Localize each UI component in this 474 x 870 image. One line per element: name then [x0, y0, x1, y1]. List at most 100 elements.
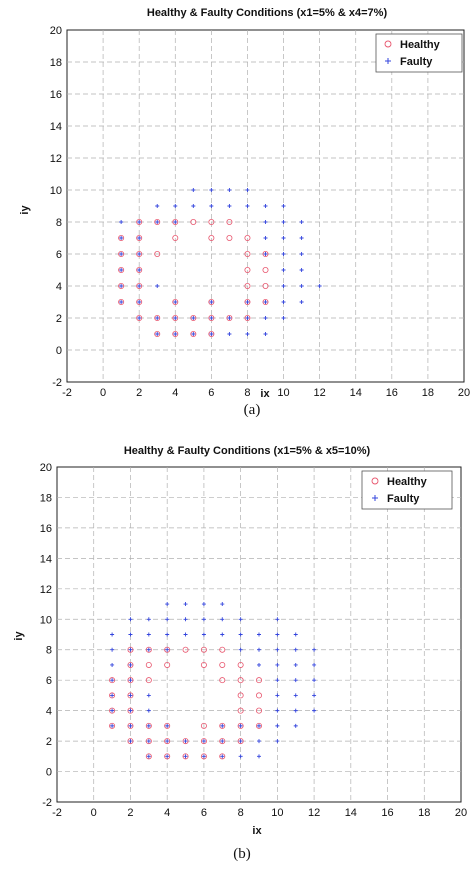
chart-a-faulty-point — [191, 204, 196, 208]
chart-b-faulty-point — [183, 632, 188, 637]
chart-a-faulty-point — [245, 204, 250, 208]
chart-a-healthy-point — [226, 314, 233, 321]
chart-b-faulty-point — [257, 662, 261, 667]
chart-a-y-tick-label: -2 — [52, 377, 62, 389]
chart-a-faulty-point — [227, 188, 232, 192]
chart-a-faulty-point — [263, 204, 268, 208]
chart-b-y-tick-label: 8 — [46, 645, 52, 657]
chart-a-healthy-point — [244, 234, 251, 241]
panel-b: Healthy & Faulty Conditions (x1=5% & x5=… — [13, 445, 467, 862]
chart-b-faulty-point — [275, 647, 280, 652]
chart-b-healthy-point — [219, 722, 226, 729]
chart-a-y-tick-label: 6 — [56, 249, 62, 261]
chart-a-healthy-point — [262, 266, 269, 273]
chart-b-legend-healthy-label: Healthy — [387, 476, 428, 488]
chart-a-faulty-point — [299, 300, 304, 304]
chart-b-x-tick-label: 18 — [418, 807, 430, 819]
chart-b-healthy-point — [182, 753, 189, 760]
chart-a-legend: Healthy Faulty — [375, 33, 463, 73]
chart-b-faulty-point — [146, 693, 151, 698]
chart-b-x-tick-label: 20 — [455, 807, 467, 819]
chart-a-faulty-point — [263, 316, 268, 320]
chart-b-faulty-point — [257, 739, 261, 744]
chart-a-faulty-point — [281, 236, 286, 240]
chart-b-faulty-point — [238, 723, 243, 728]
chart-b-healthy-point — [237, 707, 244, 714]
chart-a-healthy-point — [244, 298, 251, 305]
chart-a-healthy-point — [172, 218, 179, 225]
chart-b-x-axis-label: ix — [252, 825, 262, 837]
chart-a-y-tick-label: 20 — [50, 25, 62, 37]
chart-b-faulty-point — [146, 617, 151, 622]
chart-b-healthy-point — [109, 722, 116, 729]
chart-b-legend: Healthy Faulty — [361, 470, 453, 510]
chart-b-x-tick-label: 6 — [201, 807, 207, 819]
chart-b-healthy-point — [145, 677, 152, 684]
chart-b-healthy-point — [200, 753, 207, 760]
chart-a-faulty-point — [227, 316, 232, 320]
chart-b-healthy-point — [145, 661, 152, 668]
chart-b-y-tick-label: 20 — [40, 462, 52, 474]
chart-a-faulty-point — [137, 300, 142, 304]
chart-b-faulty-point — [275, 678, 280, 683]
chart-b-faulty-point — [257, 754, 261, 759]
chart-a-healthy-point — [226, 218, 233, 225]
chart-a-healthy-point — [208, 298, 215, 305]
chart-b-y-tick-label: 0 — [46, 767, 52, 779]
chart-b-y-tick-label: -2 — [42, 797, 52, 809]
chart-b-faulty-point — [275, 739, 280, 744]
chart-b-healthy-point — [164, 661, 171, 668]
chart-a-healthy-point — [136, 298, 143, 305]
chart-a-x-tick-label: 2 — [136, 387, 142, 399]
chart-b-faulty-point — [146, 739, 151, 744]
chart-b-faulty-point — [146, 723, 151, 728]
chart-a-faulty-point — [263, 236, 268, 240]
chart-a-healthy-point — [190, 330, 197, 337]
chart-b-healthy-point — [255, 722, 262, 729]
chart-a-faulty-point — [245, 188, 250, 192]
chart-b-x-tick-label: 2 — [127, 807, 133, 819]
chart-b-faulty-point — [165, 647, 170, 652]
chart-a-faulty-point — [209, 300, 214, 304]
chart-b-faulty-point — [293, 723, 298, 728]
chart-a-faulty-point — [299, 220, 304, 224]
chart-a-y-tick-label: 18 — [50, 57, 62, 69]
chart-b-healthy-point — [255, 677, 262, 684]
chart-b-faulty-point — [238, 647, 243, 652]
chart-b-y-ticks: -2 0 2 4 6 8 10 12 14 16 18 20 — [40, 462, 52, 809]
chart-b-healthy-point — [145, 722, 152, 729]
chart-a-y-axis-label: iy — [19, 205, 31, 215]
chart-b-y-tick-label: 14 — [40, 553, 52, 565]
chart-b-faulty-point — [128, 647, 133, 652]
chart-a-healthy-point — [244, 250, 251, 257]
chart-a-faulty-point — [173, 220, 178, 224]
chart-b-healthy-point — [127, 646, 134, 653]
chart-a-healthy-point — [208, 218, 215, 225]
chart-b-faulty-point — [220, 739, 225, 744]
chart-b-y-tick-label: 10 — [40, 614, 52, 626]
chart-a-healthy-point — [136, 250, 143, 257]
chart-b-faulty-point — [220, 754, 225, 759]
chart-b-healthy-point — [182, 738, 189, 745]
chart-b-healthy-point — [145, 738, 152, 745]
chart-b-faulty-point — [238, 739, 243, 744]
chart-b-healthy-point — [237, 738, 244, 745]
chart-a-x-tick-label: -2 — [62, 387, 72, 399]
chart-a-healthy-point — [118, 266, 125, 273]
chart-a-x-tick-label: 18 — [422, 387, 434, 399]
chart-b-healthy-point — [127, 661, 134, 668]
chart-b-faulty-point — [201, 739, 206, 744]
chart-a-healthy-point — [226, 234, 233, 241]
chart-a-healthy-point — [172, 234, 179, 241]
chart-a-faulty-point — [263, 300, 268, 304]
chart-b-healthy-point — [200, 722, 207, 729]
panel-a: Healthy & Faulty Conditions (x1=5% & x4=… — [19, 7, 470, 418]
chart-b-faulty-point — [146, 708, 151, 713]
chart-b-faulty-point — [293, 632, 298, 637]
chart-a-healthy-point — [118, 234, 125, 241]
chart-b-faulty-point — [257, 632, 261, 637]
chart-a-healthy-point — [136, 314, 143, 321]
chart-a-x-tick-label: 16 — [386, 387, 398, 399]
chart-a-faulty-point — [173, 316, 178, 320]
chart-a-x-tick-label: 12 — [314, 387, 326, 399]
